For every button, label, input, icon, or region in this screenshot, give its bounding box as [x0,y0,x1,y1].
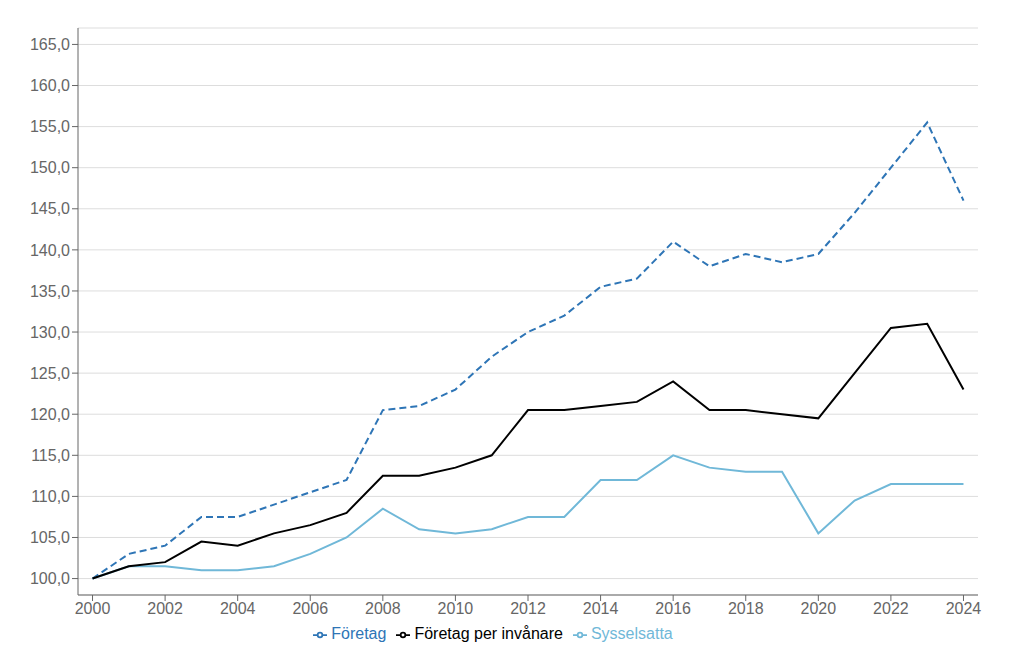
svg-text:2024: 2024 [946,600,982,617]
svg-text:2000: 2000 [75,600,111,617]
svg-text:160,0: 160,0 [30,77,70,94]
svg-text:125,0: 125,0 [30,365,70,382]
svg-text:2008: 2008 [365,600,401,617]
svg-text:2014: 2014 [583,600,619,617]
svg-text:2010: 2010 [438,600,474,617]
svg-text:2002: 2002 [147,600,183,617]
svg-text:2006: 2006 [292,600,328,617]
html-text:Företag per invånare: Företag per invånare [414,625,563,642]
svg-text:165,0: 165,0 [30,36,70,53]
svg-text:2004: 2004 [220,600,256,617]
svg-text:2012: 2012 [510,600,546,617]
svg-text:2016: 2016 [655,600,691,617]
svg-text:150,0: 150,0 [30,159,70,176]
svg-text:145,0: 145,0 [30,200,70,217]
svg-text:115,0: 115,0 [31,447,70,464]
html-text:Sysselsatta: Sysselsatta [590,625,673,642]
svg-text:105,0: 105,0 [30,529,70,546]
svg-text:2022: 2022 [873,600,909,617]
svg-text:135,0: 135,0 [30,283,70,300]
svg-text:110,0: 110,0 [31,488,70,505]
svg-text:2018: 2018 [728,600,764,617]
svg-text:155,0: 155,0 [30,118,70,135]
html-text:Företag: Företag [331,625,387,642]
svg-text:2020: 2020 [801,600,837,617]
svg-text:100,0: 100,0 [30,570,70,587]
svg-text:140,0: 140,0 [30,242,70,259]
svg-text:130,0: 130,0 [30,324,70,341]
svg-text:120,0: 120,0 [30,406,70,423]
